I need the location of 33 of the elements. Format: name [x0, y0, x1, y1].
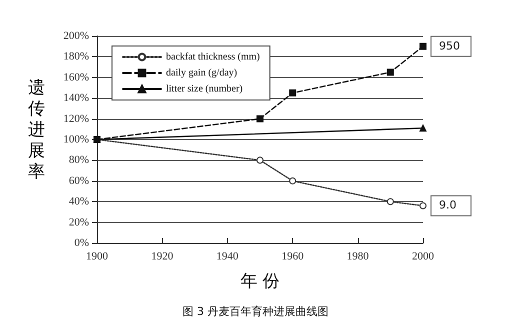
- y-tick-label: 20%: [68, 216, 89, 228]
- point: [420, 42, 426, 50]
- x-tick-label: 1960: [282, 250, 304, 262]
- y-tick-label: 140%: [63, 92, 89, 104]
- x-axis-title: 年 份: [240, 272, 280, 292]
- x-tick-label: 1980: [346, 250, 370, 262]
- y-tick-label: 160%: [63, 71, 89, 84]
- point: [289, 89, 296, 96]
- x-tick-label: 1920: [151, 250, 174, 262]
- point: [386, 68, 394, 76]
- legend-label: litter size (number): [166, 84, 243, 94]
- x-tick-label: 2000: [412, 250, 434, 262]
- legend-label: backfat thickness (mm): [166, 52, 260, 62]
- point: [256, 156, 264, 164]
- x-tick-label: 1940: [216, 250, 239, 262]
- y-tick-label: 120%: [63, 112, 89, 125]
- point: [289, 177, 296, 184]
- x-tick-label: 1900: [86, 250, 108, 262]
- y-tick-label: 180%: [63, 50, 89, 63]
- legend-label: daily gain (g/day): [166, 68, 238, 78]
- y-tick-label: 0%: [74, 237, 89, 249]
- point: [420, 202, 426, 210]
- y-tick-label: 200%: [63, 30, 89, 42]
- y-tick-label: 40%: [68, 196, 89, 208]
- y-tick-label: 80%: [68, 154, 89, 166]
- point: [256, 115, 264, 122]
- point: [386, 198, 394, 206]
- y-axis-title: 遗传进展率: [28, 78, 45, 183]
- annotation: 950: [439, 39, 460, 52]
- y-tick-label: 100%: [63, 134, 89, 146]
- caption: 图 3 丹麦百年育种进展曲线图: [182, 305, 329, 318]
- y-tick-label: 60%: [68, 174, 89, 187]
- annotation: 9.0: [439, 198, 456, 212]
